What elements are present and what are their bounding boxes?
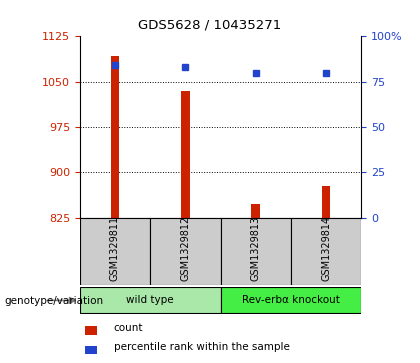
FancyBboxPatch shape (220, 218, 291, 285)
Text: GSM1329813: GSM1329813 (251, 216, 261, 281)
FancyBboxPatch shape (80, 218, 150, 285)
FancyBboxPatch shape (220, 287, 361, 313)
Bar (111, 56, 119, 218)
Bar (85, 346, 97, 354)
Text: GSM1329811: GSM1329811 (110, 216, 120, 281)
Text: wild type: wild type (126, 295, 174, 305)
FancyBboxPatch shape (150, 218, 220, 285)
Text: GDS5628 / 10435271: GDS5628 / 10435271 (138, 18, 282, 31)
Text: GSM1329812: GSM1329812 (180, 215, 190, 281)
Bar (322, 186, 330, 218)
Bar (252, 204, 260, 218)
FancyBboxPatch shape (291, 218, 361, 285)
Text: count: count (113, 323, 143, 333)
Text: GSM1329814: GSM1329814 (321, 216, 331, 281)
Bar (181, 91, 189, 218)
Text: genotype/variation: genotype/variation (4, 295, 103, 306)
Text: percentile rank within the sample: percentile rank within the sample (113, 342, 289, 352)
FancyBboxPatch shape (80, 287, 220, 313)
Text: Rev-erbα knockout: Rev-erbα knockout (242, 295, 340, 305)
Bar (85, 326, 97, 335)
